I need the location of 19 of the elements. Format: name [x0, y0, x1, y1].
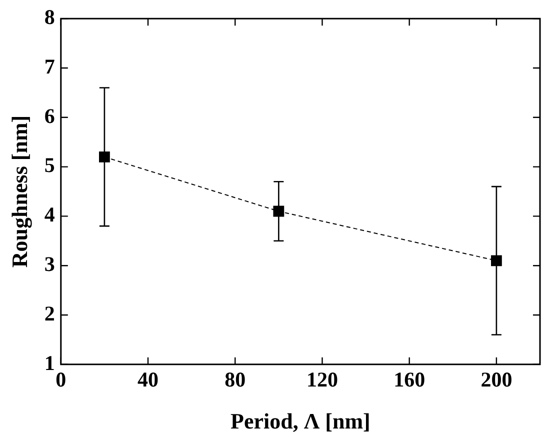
y-axis-title: Roughness [nm]: [6, 115, 32, 268]
y-tick-label: 2: [44, 301, 55, 326]
x-tick-label: 40: [138, 367, 159, 392]
x-tick-label: 0: [56, 367, 66, 392]
point: [490, 255, 502, 266]
y-tick-label: 1: [44, 350, 55, 375]
x-axis-title: Period, Λ [nm]: [230, 408, 370, 434]
point: [273, 206, 284, 217]
y-tick-label: 5: [44, 153, 55, 178]
y-tick-label: 3: [44, 252, 55, 276]
y-tick-label: 8: [44, 5, 55, 30]
y-tick-label: 6: [44, 104, 55, 128]
x-tick-label: 160: [394, 367, 426, 392]
point: [99, 151, 110, 162]
x-tick-label: 80: [224, 367, 246, 392]
x-tick-label: 200: [480, 367, 512, 392]
y-tick-label: 7: [44, 54, 55, 78]
y-tick-label: 4: [44, 202, 56, 227]
x-tick-label: 120: [306, 367, 338, 392]
